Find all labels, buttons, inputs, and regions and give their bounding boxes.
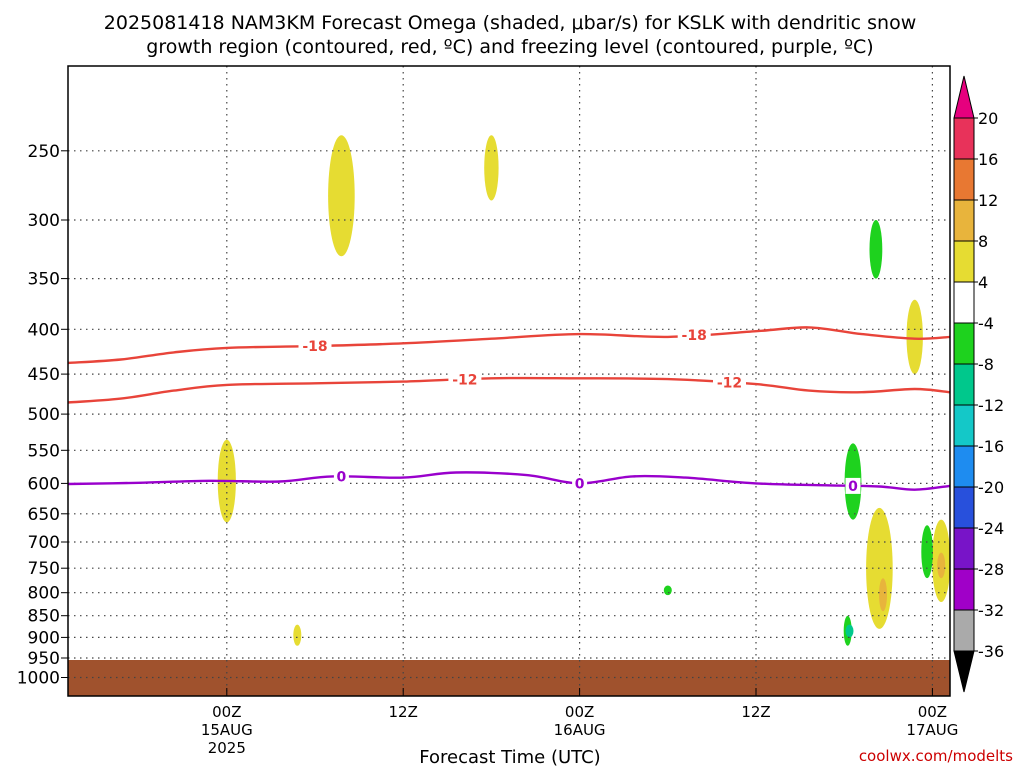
colorbar-label: 16 — [978, 150, 998, 169]
omega-shaded-region — [663, 585, 672, 596]
colorbar-label: 20 — [978, 109, 998, 128]
x-tick-label: 12Z — [741, 703, 770, 721]
y-tick-label: 650 — [28, 505, 60, 525]
colorbar-label: -8 — [978, 355, 994, 374]
omega-shaded-region — [906, 299, 923, 375]
colorbar-segment — [953, 363, 975, 406]
colorbar-segment — [953, 158, 975, 201]
contour-label: 0 — [337, 470, 347, 486]
colorbar-segment — [953, 117, 975, 160]
omega-shaded-region — [879, 578, 887, 612]
contour-line--18 — [67, 326, 951, 365]
colorbar-segment — [953, 568, 975, 611]
x-tick-label: 16AUG — [554, 721, 606, 739]
colorbar-segment — [953, 527, 975, 570]
colorbar-segment — [953, 445, 975, 488]
contour-label: 0 — [575, 476, 585, 492]
y-tick-label: 300 — [28, 211, 60, 231]
colorbar-over-triangle — [953, 75, 975, 119]
terrain-surface — [68, 660, 950, 696]
contour-label-bg — [713, 374, 746, 391]
x-tick-label: 12Z — [389, 703, 418, 721]
y-tick-label: 950 — [28, 649, 60, 669]
contour-label: -18 — [302, 339, 327, 355]
omega-shaded-region — [845, 624, 854, 638]
omega-shaded-region — [937, 552, 946, 579]
colorbar-label: 4 — [978, 273, 988, 292]
colorbar-segment — [953, 322, 975, 365]
colorbar: 20 16 12 8 4 -4 -8 -12 -16 -20 -24 -28 -32 -36 — [953, 75, 1004, 693]
colorbar-label: -36 — [978, 642, 1004, 661]
colorbar-label: -28 — [978, 560, 1004, 579]
x-tick-label: 00Z — [212, 703, 241, 721]
colorbar-label: -32 — [978, 601, 1004, 620]
colorbar-label: 12 — [978, 191, 998, 210]
contour-line-0 — [67, 471, 951, 491]
y-tick-label: 500 — [28, 405, 60, 425]
omega-shaded-region — [921, 525, 933, 579]
colorbar-label: -16 — [978, 437, 1004, 456]
colorbar-segment — [953, 609, 975, 652]
x-tick-label: 00Z — [918, 703, 947, 721]
y-tick-label: 800 — [28, 584, 60, 604]
y-tick-label: 450 — [28, 365, 60, 385]
watermark: coolwx.com/modelts — [859, 747, 1013, 765]
contour-label: -18 — [682, 328, 707, 344]
plot-frame — [67, 65, 951, 697]
y-tick-label: 600 — [28, 474, 60, 494]
x-tick-label: 15AUG — [201, 721, 253, 739]
colorbar-label: -20 — [978, 478, 1004, 497]
y-tick-label: 900 — [28, 628, 60, 648]
colorbar-segment — [953, 240, 975, 283]
contour-label: 0 — [848, 479, 858, 495]
y-tick-label: 750 — [28, 559, 60, 579]
contour-label-bg — [845, 477, 861, 494]
contour-label-bg — [572, 475, 588, 492]
plot-area: 2503003504004505005506006507007508008509… — [17, 65, 958, 757]
colorbar-under-triangle — [953, 650, 975, 693]
colorbar-segment — [953, 404, 975, 447]
contour-line--12 — [67, 376, 951, 404]
y-tick-label: 850 — [28, 607, 60, 627]
colorbar-segment — [953, 281, 975, 324]
x-tick-label: 2025 — [208, 739, 246, 757]
colorbar-label: 8 — [978, 232, 988, 251]
omega-shaded-region — [484, 135, 499, 201]
y-tick-label: 400 — [28, 320, 60, 340]
contour-label: -12 — [452, 372, 477, 388]
x-tick-label: 00Z — [565, 703, 594, 721]
x-tick-label: 17AUG — [906, 721, 958, 739]
y-tick-label: 700 — [28, 533, 60, 553]
y-tick-label: 350 — [28, 270, 60, 290]
x-axis-label: Forecast Time (UTC) — [419, 747, 600, 768]
y-tick-label: 550 — [28, 441, 60, 461]
y-tick-label: 1000 — [17, 669, 60, 689]
contour-label-bg — [333, 468, 349, 485]
contour-label-bg — [677, 327, 711, 344]
contour-label-bg — [298, 338, 332, 355]
contour-label: -12 — [717, 376, 742, 392]
chart-title-line1: 2025081418 NAM3KM Forecast Omega (shaded… — [104, 12, 916, 34]
y-tick-label: 250 — [28, 142, 60, 162]
colorbar-label: -12 — [978, 396, 1004, 415]
omega-shaded-region — [869, 220, 883, 279]
omega-shaded-region — [293, 624, 302, 646]
chart-title-line2: growth region (contoured, red, ºC) and f… — [146, 36, 873, 58]
colorbar-label: -4 — [978, 314, 994, 333]
colorbar-segment — [953, 486, 975, 529]
colorbar-segment — [953, 199, 975, 242]
contour-label-bg — [448, 371, 482, 388]
omega-shaded-region — [328, 135, 355, 257]
colorbar-label: -24 — [978, 519, 1004, 538]
